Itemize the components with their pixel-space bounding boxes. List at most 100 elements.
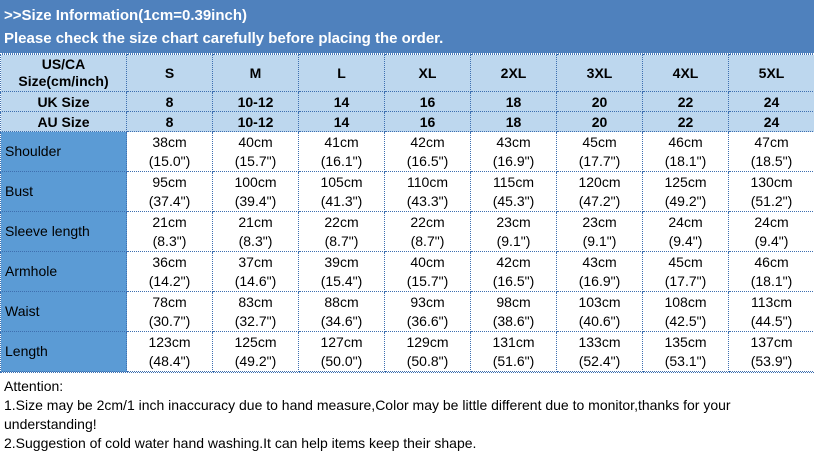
table-row: Sleeve length 21cm (8.3") 21cm (8.3") 22cm (8.… bbox=[0, 211, 814, 252]
cm-value: 24cm bbox=[754, 213, 789, 230]
cm-value: 135cm bbox=[664, 333, 707, 350]
measurement-label: Length bbox=[0, 331, 127, 372]
inch-value: (53.9") bbox=[750, 352, 793, 369]
size-info-subtitle: Please check the size chart carefully be… bbox=[4, 30, 444, 47]
size-header-cell: S bbox=[126, 54, 213, 92]
size-header-cell: XL bbox=[384, 54, 471, 92]
uk-size-cell: 8 bbox=[126, 91, 213, 112]
measurement-cell: 45cm (17.7") bbox=[556, 131, 643, 172]
inch-value: (9.4") bbox=[668, 232, 703, 249]
au-size-row: AU Size 8 10-12 14 16 18 20 22 24 bbox=[0, 111, 814, 132]
measurement-label: Armhole bbox=[0, 251, 127, 292]
cm-value: 125cm bbox=[234, 333, 277, 350]
cm-value: 23cm bbox=[496, 213, 531, 230]
attention-notes: Attention: 1.Size may be 2cm/1 inch inac… bbox=[0, 372, 814, 457]
cm-value: 39cm bbox=[324, 253, 359, 270]
attention-note: 1.Size may be 2cm/1 inch inaccuracy due … bbox=[4, 397, 731, 432]
cm-value: 123cm bbox=[148, 333, 191, 350]
table-row: Waist 78cm (30.7") 83cm (32.7") 88cm (34.6") 93… bbox=[0, 291, 814, 332]
attention-heading: Attention: bbox=[4, 378, 64, 394]
measurement-cell: 40cm (15.7") bbox=[384, 251, 471, 292]
inch-value: (38.6") bbox=[492, 312, 535, 329]
au-size-cell: 10-12 bbox=[212, 111, 299, 132]
measurement-cell: 95cm (37.4") bbox=[126, 171, 213, 212]
cm-value: 137cm bbox=[750, 333, 793, 350]
measurement-cell: 115cm (45.3") bbox=[470, 171, 557, 212]
cm-value: 24cm bbox=[668, 213, 703, 230]
cm-value: 42cm bbox=[410, 133, 445, 150]
inch-value: (15.7") bbox=[406, 272, 449, 289]
measurement-cell: 98cm (38.6") bbox=[470, 291, 557, 332]
measurement-cell: 38cm (15.0") bbox=[126, 131, 213, 172]
attention-note: 2.Suggestion of cold water hand washing.… bbox=[4, 435, 477, 451]
cm-value: 22cm bbox=[324, 213, 359, 230]
cm-value: 127cm bbox=[320, 333, 363, 350]
inch-value: (8.7") bbox=[410, 232, 445, 249]
cm-value: 113cm bbox=[751, 293, 792, 310]
cm-value: 21cm bbox=[152, 213, 187, 230]
us-ca-size-label: US/CA Size(cm/inch) bbox=[0, 54, 127, 92]
size-header-row: US/CA Size(cm/inch) S M L XL 2XL 3XL 4XL 5XL bbox=[0, 54, 814, 92]
cm-value: 42cm bbox=[496, 253, 531, 270]
measurement-cell: 22cm (8.7") bbox=[298, 211, 385, 252]
inch-value: (49.2") bbox=[234, 352, 277, 369]
measurement-cell: 47cm (18.5") bbox=[728, 131, 814, 172]
inch-value: (8.7") bbox=[324, 232, 359, 249]
inch-value: (44.5") bbox=[750, 312, 793, 329]
table-row: Armhole 36cm (14.2") 37cm (14.6") 39cm (15.4")… bbox=[0, 251, 814, 292]
uk-size-cell: 10-12 bbox=[212, 91, 299, 112]
au-size-label: AU Size bbox=[0, 111, 127, 132]
measurement-cell: 78cm (30.7") bbox=[126, 291, 213, 332]
cm-value: 105cm bbox=[320, 173, 363, 190]
measurement-cell: 129cm (50.8") bbox=[384, 331, 471, 372]
measurement-cell: 41cm (16.1") bbox=[298, 131, 385, 172]
inch-value: (15.7") bbox=[234, 152, 277, 169]
inch-value: (8.3") bbox=[238, 232, 273, 249]
inch-value: (9.1") bbox=[496, 232, 531, 249]
measurement-cell: 24cm (9.4") bbox=[728, 211, 814, 252]
cm-value: 130cm bbox=[750, 173, 793, 190]
measurement-cell: 24cm (9.4") bbox=[642, 211, 729, 252]
inch-value: (41.3") bbox=[320, 192, 363, 209]
inch-value: (14.2") bbox=[148, 272, 191, 289]
inch-value: (18.1") bbox=[750, 272, 793, 289]
inch-value: (51.2") bbox=[750, 192, 793, 209]
measurement-label: Sleeve length bbox=[0, 211, 127, 252]
cm-value: 21cm bbox=[238, 213, 273, 230]
measurement-cell: 93cm (36.6") bbox=[384, 291, 471, 332]
measurement-cell: 45cm (17.7") bbox=[642, 251, 729, 292]
inch-value: (51.6") bbox=[492, 352, 535, 369]
cm-value: 23cm bbox=[582, 213, 617, 230]
measurement-cell: 23cm (9.1") bbox=[470, 211, 557, 252]
inch-value: (34.6") bbox=[320, 312, 363, 329]
cm-value: 46cm bbox=[754, 253, 789, 270]
size-header-cell: 4XL bbox=[642, 54, 729, 92]
inch-value: (16.5") bbox=[406, 152, 449, 169]
inch-value: (36.6") bbox=[406, 312, 449, 329]
cm-value: 115cm bbox=[493, 173, 534, 190]
uk-size-row: UK Size 8 10-12 14 16 18 20 22 24 bbox=[0, 91, 814, 112]
measurement-label: Bust bbox=[0, 171, 127, 212]
cm-value: 133cm bbox=[578, 333, 621, 350]
cm-value: 46cm bbox=[668, 133, 703, 150]
measurement-cell: 39cm (15.4") bbox=[298, 251, 385, 292]
inch-value: (9.4") bbox=[754, 232, 789, 249]
size-chart-table: US/CA Size(cm/inch) S M L XL 2XL 3XL 4XL 5XL UK S… bbox=[0, 54, 814, 372]
cm-value: 108cm bbox=[664, 293, 707, 310]
measurement-cell: 127cm (50.0") bbox=[298, 331, 385, 372]
measurement-cell: 130cm (51.2") bbox=[728, 171, 814, 212]
inch-value: (37.4") bbox=[148, 192, 191, 209]
inch-value: (43.3") bbox=[406, 192, 449, 209]
cm-value: 47cm bbox=[754, 133, 789, 150]
cm-value: 22cm bbox=[410, 213, 445, 230]
measurement-cell: 110cm (43.3") bbox=[384, 171, 471, 212]
inch-value: (16.9") bbox=[492, 152, 535, 169]
measurement-cell: 40cm (15.7") bbox=[212, 131, 299, 172]
cm-value: 37cm bbox=[238, 253, 273, 270]
uk-size-cell: 16 bbox=[384, 91, 471, 112]
inch-value: (18.1") bbox=[664, 152, 707, 169]
size-header-cell: 5XL bbox=[728, 54, 814, 92]
inch-value: (50.0") bbox=[320, 352, 363, 369]
measurement-cell: 120cm (47.2") bbox=[556, 171, 643, 212]
inch-value: (16.9") bbox=[578, 272, 621, 289]
